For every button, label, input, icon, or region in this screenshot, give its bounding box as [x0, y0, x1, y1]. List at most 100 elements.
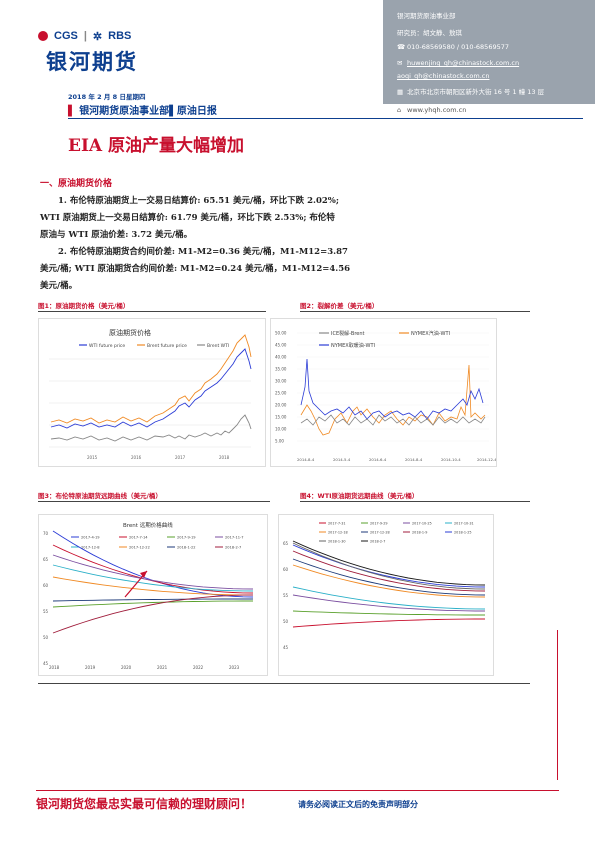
fig1-legend-spread: Brent WTI — [207, 343, 229, 349]
fig3-series-line — [52, 554, 254, 590]
figure-1-label: 图1：原油期货价格（美元/桶） — [38, 302, 130, 310]
fig2-x-tick: 2014-8-4 — [297, 457, 315, 462]
para2-line2: 美元/桶; WTI 原油期货合约间价差: M1-M2=0.24 美元/桶，M1-… — [40, 264, 351, 274]
svg-text:2017: 2017 — [175, 455, 186, 460]
dept-name: 银河期货原油事业部▌原油日报 — [79, 106, 217, 117]
figure-1-rule — [38, 311, 266, 312]
fig4-legend-label: 2018-1-25 — [454, 531, 472, 535]
svg-text:2015: 2015 — [87, 455, 98, 460]
fig1-svg: 原油期货价格 WTI future price Brent future pri… — [49, 328, 252, 460]
fig3-y-tick: 50 — [43, 635, 49, 640]
contact-phone: 010-68569580 / 010-68569577 — [407, 43, 509, 51]
fig4-series-line — [292, 618, 485, 628]
footer-slogan: 银河期货您最忠实最可信赖的理财顾问！ — [36, 797, 253, 811]
fig1-series-spread — [50, 414, 252, 442]
fig3-legend-label: 2018-2-7 — [225, 546, 241, 550]
fig3-y-tick: 70 — [43, 531, 49, 536]
fig1-legend-brent: Brent future price — [147, 343, 187, 349]
fig4-series-line — [292, 544, 486, 588]
para1-line1: 1. 布伦特原油期货上一交易日结算价: 65.51 美元/桶，环比下跌 2.02… — [58, 196, 339, 206]
fig2-y-tick: 5.00 — [275, 439, 284, 444]
phone-icon: ☎ — [397, 43, 406, 51]
figure-4-rule — [300, 501, 530, 502]
fig2-svg: 50.00 45.00 40.00 35.00 30.00 25.00 20.00 15.00… — [275, 330, 497, 462]
fig3-legend-label: 2017-12-8 — [81, 546, 100, 550]
dept-line: ▌ 银河期货原油事业部▌原油日报 — [68, 102, 217, 117]
figure-3-label: 图3：布伦特原油期货远期曲线（美元/桶） — [38, 492, 162, 500]
fig1-series-wti — [50, 348, 252, 429]
fig3-legend-label: 2017-12-22 — [129, 546, 150, 550]
fig2-y-axis: 50.00 45.00 40.00 35.00 30.00 25.00 20.00 15.00… — [275, 331, 287, 444]
fig1-legend-wti: WTI future price — [89, 343, 125, 349]
page-title: EIA 原油产量大幅增加 — [68, 136, 245, 156]
fig3-x-tick: 2019 — [85, 665, 96, 670]
fig4-legend-label: 2018-1-9 — [412, 531, 427, 535]
fig3-y-tick: 45 — [43, 661, 49, 666]
contact-email-2[interactable]: aoqi_qh@chinastock.com.cn — [397, 72, 490, 80]
fig3-series-line — [52, 600, 253, 608]
fig3-series-line — [52, 598, 253, 602]
fig2-series-gasoline — [300, 364, 486, 436]
dept-marker: ▌ — [68, 106, 76, 117]
para1-line2: WTI 原油期货上一交易日结算价: 61.79 美元/桶，环比下跌 2.53%;… — [40, 213, 335, 223]
fig2-y-tick: 10.00 — [275, 427, 287, 432]
footer-disclaimer[interactable]: 请务必阅读正文后的免责声明部分 — [298, 800, 418, 809]
figure-3-rule — [38, 501, 270, 502]
logo-brand: CGS | ✲ RBS — [38, 26, 166, 46]
fig4-legend: 2017-7-31 2017-9-29 2017-10-25 2017-10-31 20… — [319, 522, 474, 544]
fig3-y-tick: 55 — [43, 609, 49, 614]
fig3-x-tick: 2020 — [121, 665, 132, 670]
fig4-y-tick: 50 — [283, 619, 289, 624]
fig3-title: Brent 远期价格曲线 — [123, 521, 173, 529]
fig2-legend-brent: ICE裂解-Brent — [331, 330, 365, 337]
fig2-x-tick: 2014-12-4 — [477, 457, 496, 462]
svg-text:2018: 2018 — [219, 455, 230, 460]
paragraph-1: 1. 布伦特原油期货上一交易日结算价: 65.51 美元/桶，环比下跌 2.02… — [40, 193, 580, 244]
header-divider — [68, 118, 583, 119]
fig2-y-tick: 30.00 — [275, 379, 287, 384]
fig4-legend-label: 2017-12-18 — [328, 531, 348, 535]
fig2-y-tick: 15.00 — [275, 415, 287, 420]
fig4-y-tick: 60 — [283, 567, 289, 572]
side-decoration — [557, 630, 588, 780]
fig2-legend-heating: NYMEX取暖油-WTI — [331, 342, 375, 349]
figures-bottom-rule — [38, 683, 530, 684]
para1-line3: 原油与 WTI 原油价差: 3.72 美元/桶。 — [40, 230, 193, 240]
fig4-series-line — [292, 540, 486, 586]
logo-brand-left: CGS — [54, 30, 78, 42]
fig2-series-brent-crack — [300, 414, 486, 426]
svg-text:2016: 2016 — [131, 455, 142, 460]
fig4-series-line — [292, 564, 486, 598]
fig4-legend-label: 2017-9-29 — [370, 522, 388, 526]
para2-line3: 美元/桶。 — [40, 281, 78, 291]
figure-4-label: 图4：WTI原油期货远期曲线（美元/桶） — [300, 492, 419, 500]
fig3-legend-label: 2017-7-14 — [129, 536, 148, 540]
cgs-logo-icon — [38, 31, 48, 41]
contact-box: 银河期货原油事业部 研究员：胡文静、敖琪 ☎ 010-68569580 / 010… — [383, 0, 595, 104]
logo-name: 银河期货 — [46, 50, 138, 74]
figure-2-chart: 50.00 45.00 40.00 35.00 30.00 25.00 20.00 15.00… — [270, 318, 497, 467]
figure-4-chart: 65 60 55 50 45 2017-7-31 2017-9-29 2017-10-25 2… — [278, 514, 494, 676]
fig2-x-axis: 2014-8-4 2014-5-4 2014-6-4 2014-8-4 2014-10-… — [297, 457, 497, 462]
fig3-arrowhead — [140, 571, 147, 578]
fig1-series-brent — [50, 334, 252, 424]
paragraph-2: 2. 布伦特原油期货合约间价差: M1-M2=0.36 美元/桶，M1-M12=… — [40, 244, 580, 295]
fig2-y-tick: 20.00 — [275, 403, 287, 408]
fig3-x-tick: 2021 — [157, 665, 168, 670]
fig3-y-tick: 65 — [43, 557, 49, 562]
figure-1-chart: 原油期货价格 WTI future price Brent future pri… — [38, 318, 266, 467]
fig3-legend-label: 2017-11-7 — [225, 536, 244, 540]
contact-email-1[interactable]: huwenjing_qh@chinastock.com.cn — [407, 59, 520, 67]
fig4-legend-label: 2018-2-7 — [370, 540, 385, 544]
fig4-legend-label: 2017-10-31 — [454, 522, 474, 526]
web-icon: ⌂ — [397, 106, 402, 114]
fig2-legend-gasoline: NYMEX汽油-WTI — [411, 330, 450, 337]
fig1-legend: WTI future price Brent future price Bren… — [79, 343, 229, 349]
fig3-x-tick: 2022 — [193, 665, 204, 670]
fig3-series-line — [52, 544, 254, 594]
fig4-y-tick: 55 — [283, 593, 289, 598]
fig4-y-tick: 45 — [283, 645, 289, 650]
fig3-series-line — [52, 594, 254, 634]
report-date: 2018 年 2 月 8 日星期四 — [68, 93, 146, 101]
contact-website[interactable]: www.yhqh.com.cn — [407, 106, 467, 114]
